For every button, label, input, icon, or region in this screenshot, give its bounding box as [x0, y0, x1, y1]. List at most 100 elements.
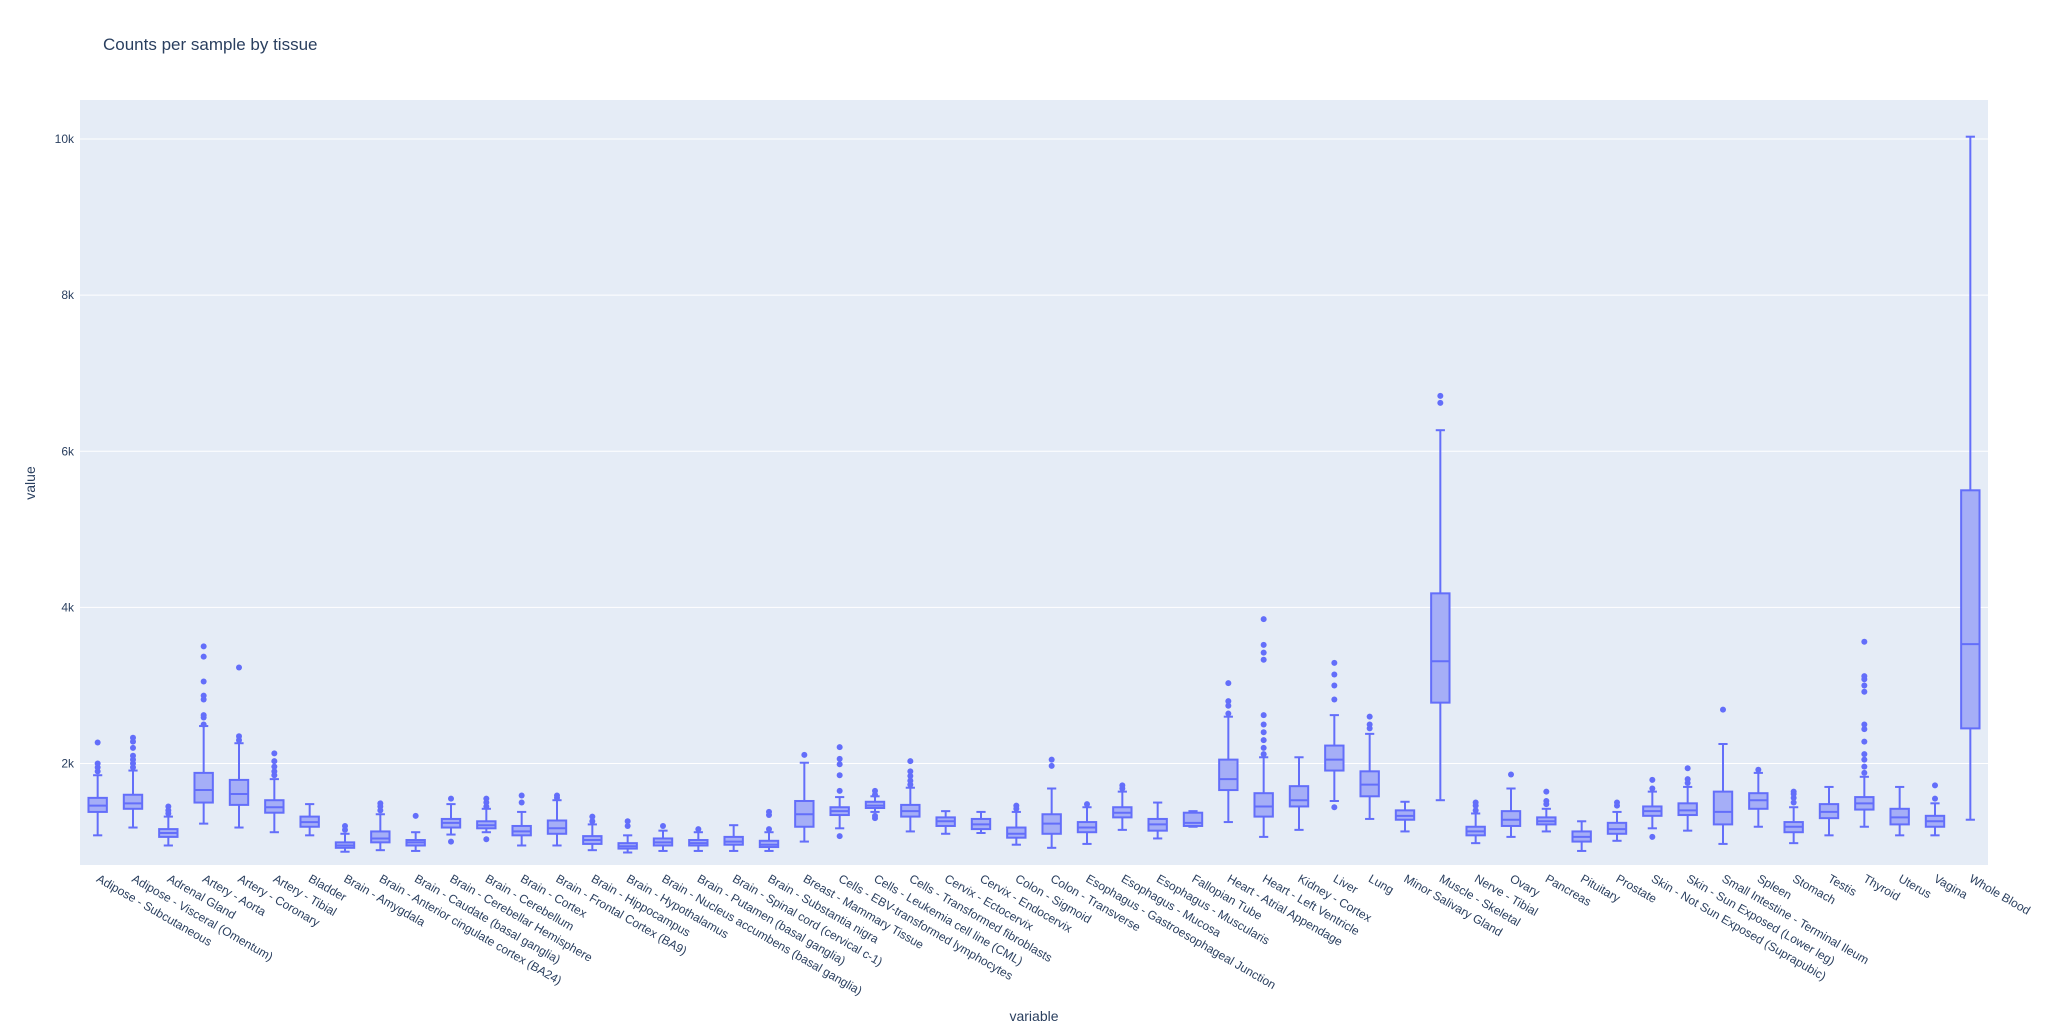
outlier-point	[1225, 710, 1232, 717]
outlier-point	[1331, 682, 1338, 689]
box-group	[1889, 785, 1910, 837]
outlier-point	[200, 678, 207, 685]
y-tick-labels: 2k 4k 6k 8k 10k	[55, 132, 75, 770]
outlier-point	[1119, 782, 1126, 789]
box-iqr	[1960, 489, 1981, 730]
outlier-point	[1331, 804, 1338, 811]
outlier-point	[1508, 771, 1514, 778]
box-group	[1536, 788, 1557, 833]
outlier-point	[1084, 801, 1090, 808]
outlier-point	[1684, 765, 1691, 772]
box-group	[1783, 788, 1804, 845]
box-group	[440, 795, 462, 845]
box-iqr	[1182, 811, 1204, 827]
outlier-point	[554, 792, 560, 799]
outlier-point	[1472, 807, 1479, 814]
outlier-point	[1720, 706, 1726, 713]
outlier-point	[518, 799, 525, 806]
outlier-point	[236, 733, 242, 740]
box-group	[1677, 765, 1698, 832]
box-group	[1253, 616, 1274, 838]
outlier-point	[1649, 833, 1656, 840]
outlier-point	[130, 752, 136, 759]
outlier-point	[660, 822, 666, 829]
box-group	[1571, 820, 1592, 852]
outlier-point	[1684, 776, 1691, 783]
box-group	[1818, 785, 1840, 837]
box-group	[970, 810, 992, 834]
box-group	[723, 824, 744, 852]
outlier-point	[1543, 788, 1550, 795]
outlier-point	[130, 734, 136, 741]
outlier-point	[1861, 673, 1868, 680]
box-group	[158, 803, 179, 847]
outlier-point	[836, 833, 843, 840]
outlier-point	[1331, 659, 1338, 666]
outlier-point	[1437, 392, 1444, 399]
box-group	[1500, 771, 1522, 838]
box-group	[758, 808, 780, 852]
plot-background	[80, 100, 1988, 865]
outlier-point	[907, 777, 914, 784]
box-group	[1041, 756, 1062, 849]
box-group	[864, 787, 886, 822]
outlier-point	[1260, 616, 1267, 623]
box-group	[228, 664, 250, 829]
outlier-point	[1649, 785, 1656, 792]
outlier-point	[342, 822, 348, 829]
box-iqr	[193, 771, 214, 804]
box-group	[122, 734, 144, 829]
outlier-point	[412, 812, 419, 819]
box-group	[688, 826, 709, 852]
outlier-point	[766, 826, 772, 833]
outlier-point	[236, 664, 242, 671]
outlier-point	[907, 768, 914, 775]
x-tick-label: Whole Blood	[1967, 871, 2033, 917]
y-tick-label: 4k	[61, 600, 75, 614]
outlier-point	[1861, 638, 1868, 645]
box-group	[829, 744, 850, 840]
box-group	[1606, 799, 1628, 842]
box-group	[370, 800, 391, 852]
outlier-point	[1861, 726, 1868, 733]
box-group	[546, 792, 568, 847]
outlier-point	[836, 761, 843, 768]
box-iqr	[1712, 790, 1734, 826]
outlier-point	[1790, 799, 1797, 806]
outlier-point	[1331, 671, 1338, 678]
outlier-point	[1649, 776, 1656, 783]
box-iqr	[1677, 802, 1698, 817]
box-group	[1960, 135, 1981, 821]
box-iqr	[546, 819, 568, 835]
x-tick-label: Lung	[1366, 871, 1396, 896]
box-iqr	[1006, 826, 1027, 839]
outlier-point	[1260, 656, 1267, 663]
box-iqr	[122, 793, 144, 810]
grid-lines	[80, 138, 1988, 765]
outlier-point	[1861, 769, 1868, 776]
box-group	[582, 813, 603, 852]
outlier-point	[589, 818, 596, 825]
outlier-point	[448, 795, 454, 802]
box-iqr	[1288, 785, 1310, 808]
outlier-point	[1260, 737, 1267, 744]
outlier-point	[1366, 721, 1373, 728]
outlier-point	[1472, 799, 1479, 806]
outlier-point	[165, 803, 172, 810]
outlier-point	[1932, 795, 1938, 802]
outlier-point	[200, 712, 207, 719]
outlier-point	[1225, 702, 1232, 709]
outlier-point	[1790, 788, 1797, 795]
boxes	[87, 135, 1981, 854]
outlier-point	[518, 792, 525, 799]
outlier-point	[130, 744, 136, 751]
x-tick-label: Uterus	[1896, 871, 1934, 901]
x-axis-title: variable	[1009, 1008, 1058, 1024]
outlier-point	[200, 643, 207, 650]
outlier-point	[1048, 756, 1055, 763]
outlier-point	[1543, 797, 1550, 804]
box-group	[1712, 706, 1734, 845]
outlier-point	[872, 787, 878, 794]
